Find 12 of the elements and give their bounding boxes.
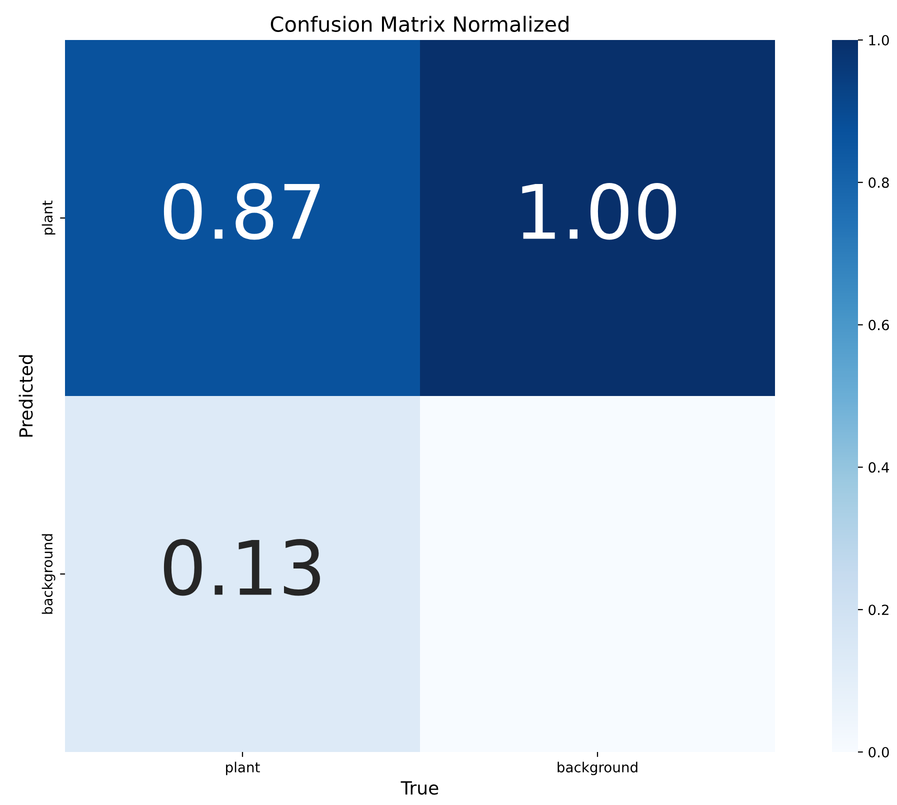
color-bar-label: 0.6: [868, 320, 889, 330]
x-axis-title: True: [400, 781, 438, 795]
chart-title: Confusion Matrix Normalized: [270, 16, 568, 32]
data-label: 0.87: [164, 183, 320, 240]
data-label: 1.00: [522, 183, 676, 240]
color-bar-label: 0.4: [868, 462, 890, 473]
color-bar-label: 0.2: [868, 604, 888, 616]
color-bar-label: 0.8: [868, 177, 889, 188]
color-bar-label: 1.0: [869, 34, 889, 46]
y-axis-title: Predicted: [18, 355, 33, 437]
data-label: 0.13: [164, 539, 320, 596]
color-bar-label: 0.0: [868, 746, 889, 758]
